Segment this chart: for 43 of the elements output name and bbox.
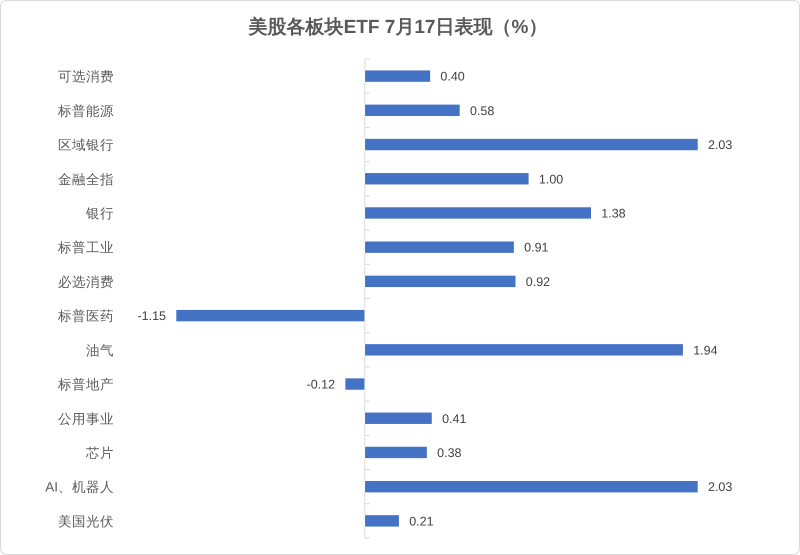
bar: [364, 275, 516, 288]
data-label: 0.58: [470, 104, 494, 118]
bar: [364, 344, 684, 356]
data-label: 0.41: [442, 412, 466, 426]
bar: [364, 480, 698, 493]
y-tick-label: 公用事业: [58, 411, 114, 426]
y-tick-label: 标普地产: [57, 376, 114, 392]
data-label: 0.38: [437, 446, 462, 460]
data-label: 2.03: [708, 480, 732, 494]
bar: [364, 412, 432, 425]
y-tick-label: 可选消费: [58, 69, 114, 84]
data-label: -1.15: [138, 309, 166, 324]
data-label: 2.03: [708, 138, 732, 152]
data-label: -0.12: [306, 378, 336, 392]
bar: [364, 446, 428, 459]
y-tick-label: 油气: [86, 342, 114, 358]
bar: [364, 172, 530, 186]
bar: [364, 70, 431, 82]
y-tick-label: 标普医药: [57, 308, 114, 324]
bar: [364, 240, 514, 254]
bar: [176, 309, 366, 322]
data-label: 1.00: [538, 172, 564, 186]
bar: [344, 378, 366, 390]
y-tick-label: 标普能源: [57, 102, 114, 118]
data-label: 0.21: [409, 514, 434, 528]
bar: [364, 206, 592, 220]
bar: [364, 514, 400, 528]
y-tick-label: 必选消费: [58, 274, 114, 290]
data-label: 0.91: [524, 240, 549, 255]
data-label: 1.94: [693, 343, 718, 358]
y-tick-label: 美国光伏: [58, 514, 114, 529]
chart-title: 美股各板块ETF 7月17日表现（%）: [248, 16, 548, 38]
bar: [364, 104, 460, 117]
bar: [364, 138, 698, 151]
y-tick-label: AI、机器人: [45, 480, 114, 495]
data-label: 0.40: [440, 70, 465, 84]
y-tick-label: 区域银行: [58, 138, 114, 153]
data-label: 1.38: [601, 206, 626, 220]
y-tick-label: 芯片: [85, 445, 114, 460]
data-label: 0.92: [526, 274, 550, 289]
y-tick-label: 银行: [85, 206, 114, 221]
y-tick-label: 金融全指: [58, 172, 114, 187]
y-tick-label: 标普工业: [57, 239, 114, 256]
